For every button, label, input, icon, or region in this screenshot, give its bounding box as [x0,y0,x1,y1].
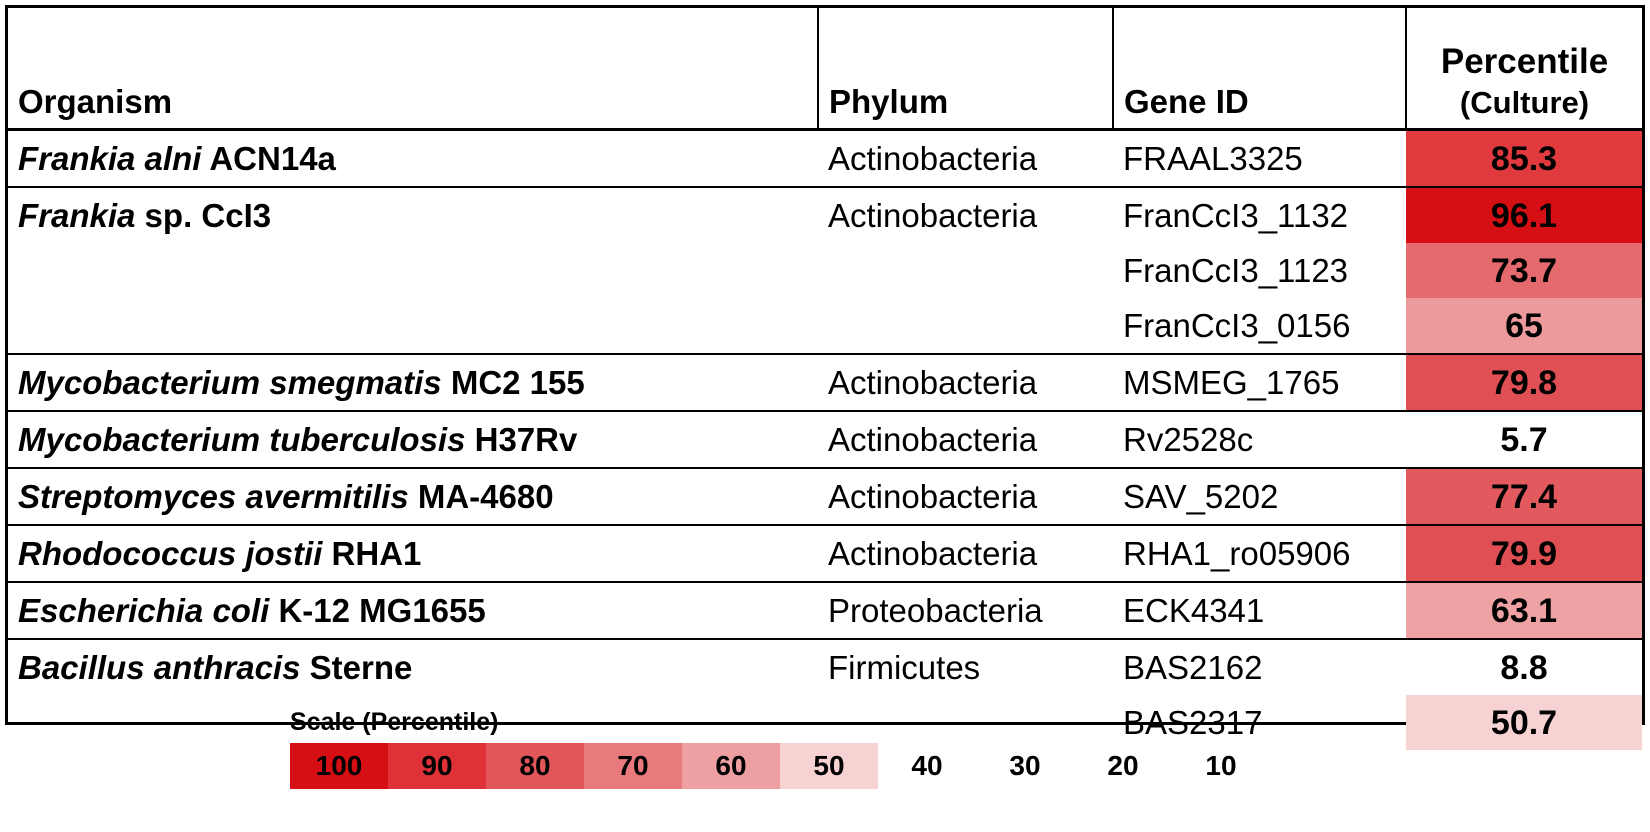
organism-strain: sp. CcI3 [135,197,272,234]
organism-cell: Frankia alni ACN14a [8,130,818,188]
header-percentile-line2: (Culture) [1459,85,1590,120]
phylum-cell: Actinobacteria [828,421,1038,458]
gene-id-cell: BAS2317 [1123,704,1263,741]
percentile-cell: 85.3 [1406,129,1642,187]
table-row: BAS2317 50.7 [8,695,1642,750]
phylum-cell: Proteobacteria [828,592,1043,629]
header-percentile: Percentile (Culture) [1405,8,1642,130]
legend-swatch: 70 [584,743,682,789]
gene-id-cell: Rv2528c [1123,421,1254,458]
table-row: Frankia alni ACN14a Actinobacteria FRAAL33… [8,129,1642,188]
percentile-cell: 77.4 [1406,468,1642,525]
scale-legend: Scale (Percentile) 100 90 80 70 60 50 40 30 20 10 [290,708,1270,789]
percentile-cell: 63.1 [1406,582,1642,639]
table-row: Rhodococcus jostii RHA1 Actinobacteria RHA… [8,525,1642,582]
table-body: Frankia alni ACN14a Actinobacteria FRAAL33… [8,129,1642,750]
header-phylum: Phylum [817,8,1113,130]
header-organism: Organism [18,83,173,120]
gene-id-cell: FranCcI3_1123 [1123,252,1349,289]
phylum-cell: Firmicutes [828,649,981,686]
table-row: Frankia sp. CcI3 Actinobacteria FranCcI3_1… [8,187,1642,243]
percentile-cell: 79.9 [1406,525,1642,582]
legend-swatch: 20 [1074,743,1172,789]
percentile-cell: 5.7 [1406,411,1642,468]
organism-species-name: Mycobacterium smegmatis [18,364,442,401]
gene-percentile-table: Organism Phylum Gene ID Percentile (Cult… [8,8,1642,750]
legend-swatch: 90 [388,743,486,789]
table-row: Mycobacterium smegmatis MC2 155 Actinobac… [8,354,1642,411]
table-row: Streptomyces avermitilis MA-4680 Actinoba… [8,468,1642,525]
table-row: FranCcI3_1123 73.7 [8,243,1642,298]
percentile-cell: 96.1 [1406,187,1642,243]
organism-species-name: Frankia alni [18,140,202,177]
gene-id-cell: SAV_5202 [1123,478,1279,515]
gene-id-cell: FRAAL3325 [1123,140,1303,177]
phylum-cell: Actinobacteria [828,140,1038,177]
percentile-cell: 8.8 [1406,639,1642,695]
organism-strain: ACN14a [201,140,336,177]
legend-swatch: 30 [976,743,1074,789]
table-header: Organism Phylum Gene ID Percentile (Cult… [8,8,1642,130]
gene-id-cell: MSMEG_1765 [1123,364,1340,401]
organism-species-name: Escherichia coli [18,592,270,629]
organism-strain: MC2 155 [441,364,585,401]
legend-swatch: 100 [290,743,388,789]
organism-cell: Escherichia coli K-12 MG1655 [8,582,818,639]
organism-species-name: Mycobacterium tuberculosis [18,421,466,458]
organism-strain: K-12 MG1655 [269,592,486,629]
phylum-cell [818,298,1113,354]
legend-swatch: 50 [780,743,878,789]
legend-swatch: 10 [1172,743,1270,789]
organism-strain: Sterne [300,649,413,686]
organism-strain: MA-4680 [408,478,554,515]
header-gene-id: Gene ID [1112,8,1406,130]
table-row: Mycobacterium tuberculosis H37Rv Actinoba… [8,411,1642,468]
table-row: Escherichia coli K-12 MG1655 Proteobacter… [8,582,1642,639]
organism-species-name: Rhodococcus jostii [18,535,323,572]
percentile-cell: 65 [1406,298,1642,354]
legend-swatch: 40 [878,743,976,789]
organism-species-name: Streptomyces avermitilis [18,478,409,515]
legend-swatch: 60 [682,743,780,789]
percentile-cell: 73.7 [1406,243,1642,298]
phylum-cell: Actinobacteria [828,535,1038,572]
gene-id-cell: FranCcI3_1132 [1123,197,1349,234]
organism-species-name: Bacillus anthracis [18,649,301,686]
phylum-cell: Actinobacteria [828,364,1038,401]
legend-swatch: 80 [486,743,584,789]
phylum-cell [818,243,1113,298]
organism-cell: Frankia sp. CcI3 [8,187,818,243]
organism-cell: Mycobacterium smegmatis MC2 155 [8,354,818,411]
organism-species-name: Frankia [18,197,136,234]
table-row: Bacillus anthracis Sterne Firmicutes BAS21… [8,639,1642,695]
gene-id-cell: BAS2162 [1123,649,1263,686]
organism-cell [8,243,818,298]
percentile-cell: 79.8 [1406,354,1642,411]
organism-cell: Mycobacterium tuberculosis H37Rv [8,411,818,468]
organism-cell: Streptomyces avermitilis MA-4680 [8,468,818,525]
phylum-cell: Actinobacteria [828,478,1038,515]
gene-id-cell: ECK4341 [1123,592,1265,629]
legend-title: Scale (Percentile) [290,708,499,736]
gene-id-cell: RHA1_ro05906 [1123,535,1351,572]
gene-id-cell: FranCcI3_0156 [1123,307,1351,344]
table-row: FranCcI3_0156 65 [8,298,1642,354]
header-percentile-line1: Percentile [1440,42,1609,81]
organism-cell: Rhodococcus jostii RHA1 [8,525,818,582]
percentile-cell: 50.7 [1406,695,1642,750]
phylum-cell: Actinobacteria [828,197,1038,234]
legend-swatch-row: 100 90 80 70 60 50 40 30 20 10 [290,743,1270,789]
organism-cell: Bacillus anthracis Sterne [8,639,818,695]
organism-cell [8,298,818,354]
gene-percentile-table-frame: Organism Phylum Gene ID Percentile (Cult… [5,5,1645,750]
organism-strain: RHA1 [322,535,422,572]
organism-strain: H37Rv [465,421,578,458]
